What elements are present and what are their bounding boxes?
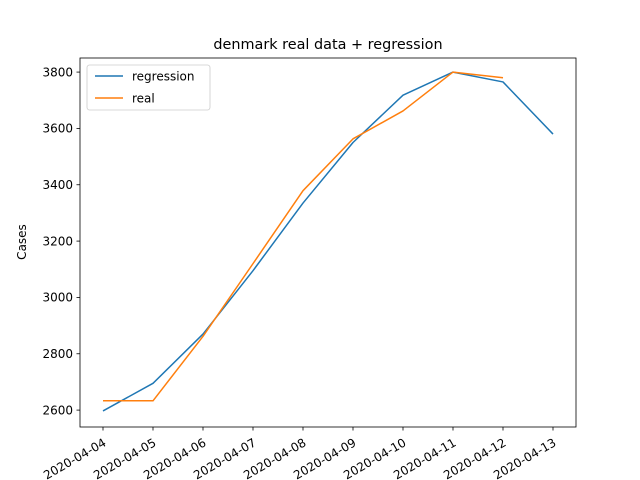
series-line-real <box>103 71 504 402</box>
y-tick-label: 2600 <box>42 403 73 417</box>
chart-title: denmark real data + regression <box>213 37 442 53</box>
plot-series <box>102 71 554 412</box>
y-tick-label: 3400 <box>42 178 73 192</box>
y-tick-label: 3200 <box>42 234 73 248</box>
y-axis-label: Cases <box>15 224 29 260</box>
y-tick-label: 3000 <box>42 291 73 305</box>
legend: regression real <box>86 64 211 111</box>
x-axis: 2020-04-042020-04-052020-04-062020-04-07… <box>41 427 559 480</box>
y-tick-label: 2800 <box>42 347 73 361</box>
y-tick-label: 3800 <box>42 65 73 79</box>
series-line-regression <box>102 71 554 412</box>
y-tick-label: 3600 <box>42 122 73 136</box>
legend-label-regression: regression <box>132 69 195 83</box>
plot-frame <box>79 57 577 428</box>
y-axis: 2600 2800 3000 3200 3400 3600 3800 <box>42 65 80 417</box>
legend-label-real: real <box>132 91 155 105</box>
